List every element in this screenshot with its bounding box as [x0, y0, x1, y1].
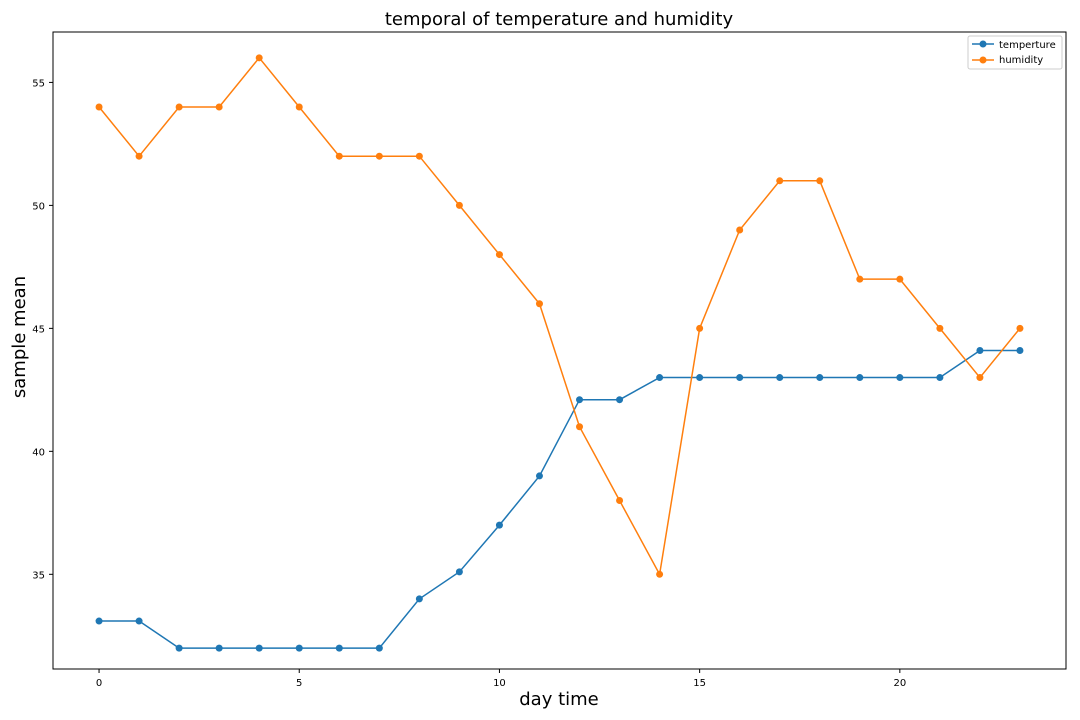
y-tick-label: 50 — [32, 201, 45, 212]
y-tick-label: 55 — [32, 78, 45, 89]
legend-marker-humidity — [979, 56, 987, 64]
data-point-humidity — [936, 324, 944, 332]
legend: temperture humidity — [967, 35, 1063, 70]
data-point-temperture — [656, 374, 664, 382]
data-point-humidity — [776, 177, 784, 185]
plot-area-frame — [52, 31, 1067, 670]
data-point-temperture — [175, 644, 183, 652]
data-point-temperture — [335, 644, 343, 652]
data-point-humidity — [656, 570, 664, 578]
data-point-humidity — [375, 152, 383, 160]
data-point-temperture — [415, 595, 423, 603]
data-point-temperture — [616, 396, 624, 404]
data-point-temperture — [535, 472, 543, 480]
data-point-temperture — [95, 617, 103, 625]
x-tick-label: 20 — [893, 678, 906, 689]
data-point-temperture — [736, 374, 744, 382]
data-point-temperture — [936, 374, 944, 382]
data-point-temperture — [776, 374, 784, 382]
data-point-humidity — [335, 152, 343, 160]
data-point-humidity — [535, 300, 543, 308]
chart-title: temporal of temperature and humidity — [385, 9, 734, 30]
data-point-temperture — [896, 374, 904, 382]
y-tick-label: 35 — [32, 570, 45, 581]
data-point-temperture — [1016, 347, 1024, 354]
data-point-humidity — [1016, 324, 1024, 332]
data-point-humidity — [896, 275, 904, 283]
data-point-temperture — [375, 644, 383, 652]
x-axis-label: day time — [519, 689, 599, 710]
series-line-humidity — [98, 56, 1021, 577]
data-point-temperture — [495, 521, 503, 529]
series-layer — [95, 54, 1024, 652]
data-point-humidity — [696, 324, 704, 332]
data-point-humidity — [576, 423, 584, 431]
data-point-temperture — [856, 374, 864, 382]
legend-label-humidity: humidity — [999, 55, 1043, 66]
series-humidity — [95, 54, 1024, 578]
data-point-humidity — [856, 275, 864, 283]
data-point-humidity — [95, 103, 103, 111]
data-point-temperture — [816, 374, 824, 382]
data-point-humidity — [175, 103, 183, 111]
data-point-humidity — [616, 497, 624, 505]
y-tick-label: 45 — [32, 324, 45, 335]
data-point-humidity — [295, 103, 303, 111]
data-point-humidity — [215, 103, 223, 111]
data-point-humidity — [455, 201, 463, 209]
legend-marker-temperture — [979, 40, 987, 48]
data-point-temperture — [696, 374, 704, 382]
data-point-temperture — [976, 347, 984, 354]
x-tick-label: 0 — [96, 678, 102, 689]
data-point-humidity — [736, 226, 744, 234]
data-point-temperture — [255, 644, 263, 652]
x-tick-label: 5 — [296, 678, 302, 689]
data-point-humidity — [255, 54, 263, 62]
legend-label-temperture: temperture — [999, 40, 1056, 51]
data-point-temperture — [455, 568, 463, 576]
x-tick-label: 10 — [493, 678, 506, 689]
y-axis-ticks: 35 40 45 50 55 — [32, 78, 53, 581]
series-temperture — [95, 347, 1024, 652]
x-axis-ticks: 0 5 10 15 20 — [96, 669, 906, 689]
data-point-humidity — [976, 374, 984, 382]
data-point-humidity — [816, 177, 824, 185]
data-point-temperture — [215, 644, 223, 652]
y-axis-label: sample mean — [9, 276, 30, 398]
data-point-temperture — [576, 396, 584, 404]
series-line-temperture — [99, 349, 1020, 649]
x-tick-label: 15 — [693, 678, 706, 689]
y-tick-label: 40 — [32, 447, 45, 458]
data-point-humidity — [135, 152, 143, 160]
data-point-temperture — [135, 617, 143, 625]
data-point-humidity — [415, 152, 423, 160]
data-point-temperture — [295, 644, 303, 652]
data-point-humidity — [495, 251, 503, 259]
